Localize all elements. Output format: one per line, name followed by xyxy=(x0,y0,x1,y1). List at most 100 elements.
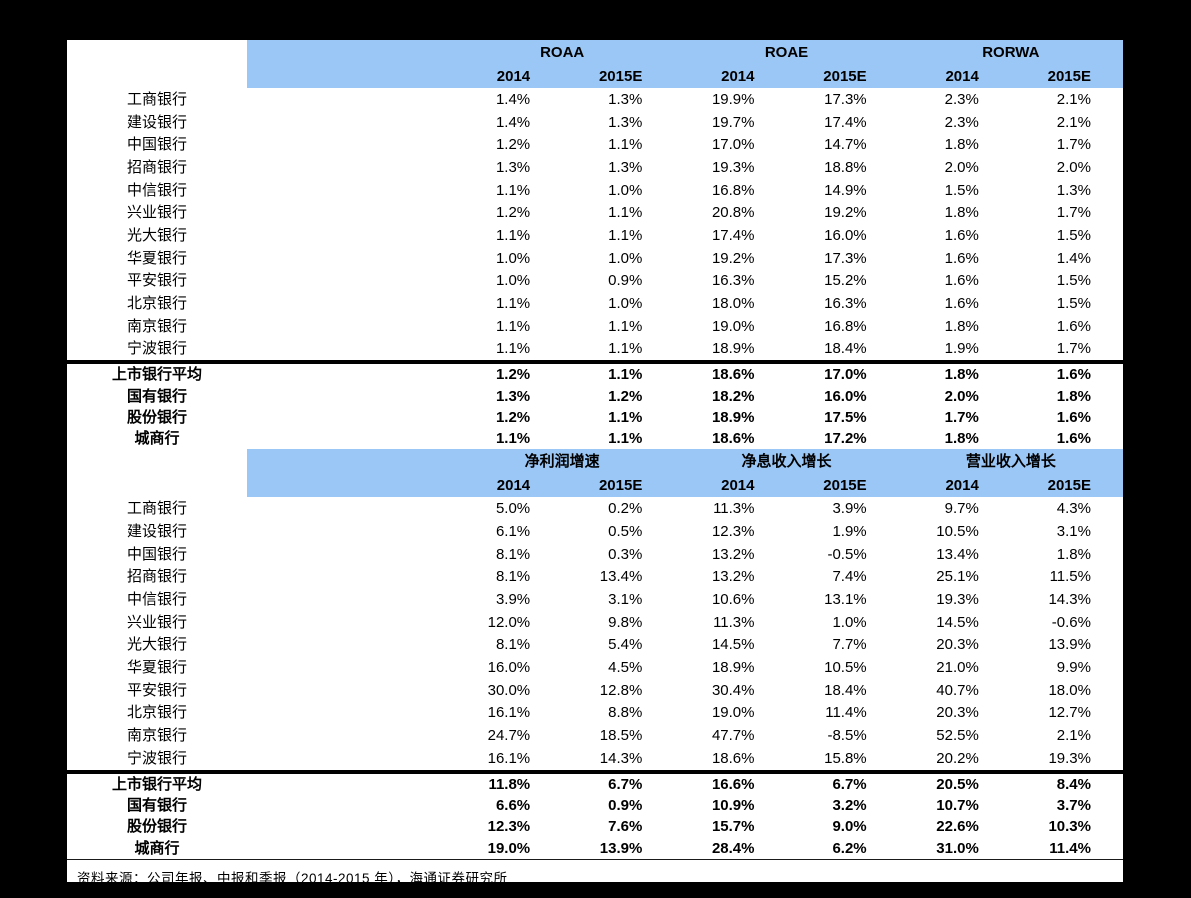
value-cell: 1.2% xyxy=(608,387,643,405)
table-row: 兴业银行 1.2% 1.1% 20.8% 19.2% 1.8% 1.7% xyxy=(67,201,1123,224)
value-cell: 18.4% xyxy=(824,340,867,358)
value-cell: 20.8% xyxy=(711,204,755,222)
table-row: 华夏银行 16.0% 4.5% 18.9% 10.5% 21.0% 9.9% xyxy=(67,656,1123,679)
value-cell: 19.3% xyxy=(936,591,979,609)
bank-name: 工商银行 xyxy=(126,500,187,518)
group-header-rorwa: RORWA xyxy=(898,40,1123,64)
value-cell: 0.3% xyxy=(608,545,643,563)
value-cell: 17.4% xyxy=(711,226,755,244)
value-cell: 6.7% xyxy=(832,775,867,793)
group-name: 股份银行 xyxy=(126,408,187,426)
value-cell: 1.4% xyxy=(495,113,531,131)
value-cell: 18.0% xyxy=(1048,681,1091,699)
bank-name: 光大银行 xyxy=(126,226,187,244)
value-cell: 1.1% xyxy=(608,430,643,448)
value-cell: 1.2% xyxy=(495,408,531,426)
value-cell: 8.1% xyxy=(495,545,531,563)
value-cell: 15.8% xyxy=(824,749,867,767)
value-cell: 12.0% xyxy=(487,613,531,631)
value-cell: 11.5% xyxy=(1049,568,1091,586)
value-cell: 1.6% xyxy=(944,295,979,313)
year-label: 2014 xyxy=(496,67,531,85)
summary-row: 股份银行 12.3% 7.6% 15.7% 9.0% 22.6% 10.3% xyxy=(67,816,1123,837)
value-cell: 16.3% xyxy=(711,272,755,290)
summary-row: 上市银行平均 11.8% 6.7% 16.6% 6.7% 20.5% 8.4% xyxy=(67,774,1123,795)
group-name: 国有银行 xyxy=(126,797,187,815)
value-cell: 1.1% xyxy=(495,340,531,358)
value-cell: 10.5% xyxy=(936,522,979,540)
value-cell: 11.4% xyxy=(1049,839,1091,857)
value-cell: 10.9% xyxy=(711,797,755,815)
value-cell: 1.6% xyxy=(1056,408,1091,426)
value-cell: 19.7% xyxy=(711,113,755,131)
bank-name: 中信银行 xyxy=(126,591,187,609)
bank-name: 招商银行 xyxy=(126,158,187,176)
value-cell: 1.1% xyxy=(495,295,531,313)
value-cell: 21.0% xyxy=(936,659,979,677)
value-cell: 9.8% xyxy=(608,613,643,631)
value-cell: 7.6% xyxy=(608,818,643,836)
year-label: 2014 xyxy=(945,67,979,85)
table-row: 工商银行 1.4% 1.3% 19.9% 17.3% 2.3% 2.1% xyxy=(67,88,1123,111)
value-cell: 4.3% xyxy=(1056,500,1091,518)
value-cell: 1.8% xyxy=(944,366,979,384)
summary-row: 国有银行 1.3% 1.2% 18.2% 16.0% 2.0% 1.8% xyxy=(67,386,1123,407)
value-cell: 40.7% xyxy=(936,681,979,699)
bank-name: 宁波银行 xyxy=(126,340,187,358)
value-cell: 0.9% xyxy=(608,797,643,815)
value-cell: 1.8% xyxy=(944,317,979,335)
table-row: 中信银行 3.9% 3.1% 10.6% 13.1% 19.3% 14.3% xyxy=(67,588,1123,611)
bank-name: 建设银行 xyxy=(126,522,187,540)
summary-row: 城商行 19.0% 13.9% 28.4% 6.2% 31.0% 11.4% xyxy=(67,838,1123,859)
year-label: 2014 xyxy=(721,476,755,494)
value-cell: 1.5% xyxy=(1056,295,1091,313)
value-cell: 15.2% xyxy=(824,272,867,290)
group-header-net-profit-growth: 净利润增速 xyxy=(450,449,675,474)
table-row: 宁波银行 1.1% 1.1% 18.9% 18.4% 1.9% 1.7% xyxy=(67,338,1123,361)
value-cell: 47.7% xyxy=(711,727,755,745)
table1-summary: 上市银行平均 1.2% 1.1% 18.6% 17.0% 1.8% 1.6% 国… xyxy=(67,364,1123,449)
summary-divider-rule xyxy=(67,360,1123,365)
value-cell: 1.6% xyxy=(1056,366,1091,384)
value-cell: 30.4% xyxy=(711,681,755,699)
source-note: 资料来源：公司年报、中报和季报（2014-2015 年），海通证券研究所 xyxy=(77,870,508,886)
bank-name: 兴业银行 xyxy=(126,613,187,631)
table-row: 招商银行 8.1% 13.4% 13.2% 7.4% 25.1% 11.5% xyxy=(67,566,1123,589)
header-spacer xyxy=(247,40,450,64)
value-cell: 1.0% xyxy=(608,181,643,199)
value-cell: 0.9% xyxy=(608,272,643,290)
value-cell: 1.2% xyxy=(495,204,531,222)
value-cell: 3.9% xyxy=(832,500,867,518)
value-cell: 1.1% xyxy=(495,430,531,448)
year-label: 2015E xyxy=(598,67,643,85)
group-header-roae: ROAE xyxy=(674,40,899,64)
table-row: 北京银行 1.1% 1.0% 18.0% 16.3% 1.6% 1.5% xyxy=(67,292,1123,315)
year-label: 2014 xyxy=(721,67,755,85)
table2-summary: 上市银行平均 11.8% 6.7% 16.6% 6.7% 20.5% 8.4% … xyxy=(67,774,1123,859)
value-cell: 1.1% xyxy=(608,317,643,335)
value-cell: 1.3% xyxy=(495,387,531,405)
year-header: 2014 xyxy=(674,473,787,498)
table-roaa-roae-rorwa: ROAA ROAE RORWA 2014 2015E 2014 2015E 20… xyxy=(67,40,1123,449)
value-cell: 18.5% xyxy=(599,727,643,745)
table-row: 招商银行 1.3% 1.3% 19.3% 18.8% 2.0% 2.0% xyxy=(67,156,1123,179)
value-cell: 1.8% xyxy=(944,430,979,448)
bank-name: 华夏银行 xyxy=(126,249,187,267)
bank-name: 华夏银行 xyxy=(126,659,187,677)
table-row: 光大银行 1.1% 1.1% 17.4% 16.0% 1.6% 1.5% xyxy=(67,224,1123,247)
value-cell: 8.1% xyxy=(495,568,531,586)
value-cell: 1.5% xyxy=(944,181,979,199)
year-header: 2015E xyxy=(786,64,899,88)
value-cell: 1.4% xyxy=(1056,249,1091,267)
value-cell: 19.9% xyxy=(711,90,755,108)
value-cell: 11.3% xyxy=(713,500,755,518)
value-cell: 14.7% xyxy=(824,136,867,154)
group-name: 股份银行 xyxy=(126,818,187,836)
value-cell: 18.6% xyxy=(711,749,755,767)
header-spacer xyxy=(247,449,450,474)
value-cell: 16.1% xyxy=(487,749,531,767)
value-cell: 8.8% xyxy=(608,704,643,722)
group-header-operating-revenue-growth: 营业收入增长 xyxy=(898,449,1123,474)
value-cell: 1.7% xyxy=(1056,136,1091,154)
value-cell: 1.7% xyxy=(1056,204,1091,222)
